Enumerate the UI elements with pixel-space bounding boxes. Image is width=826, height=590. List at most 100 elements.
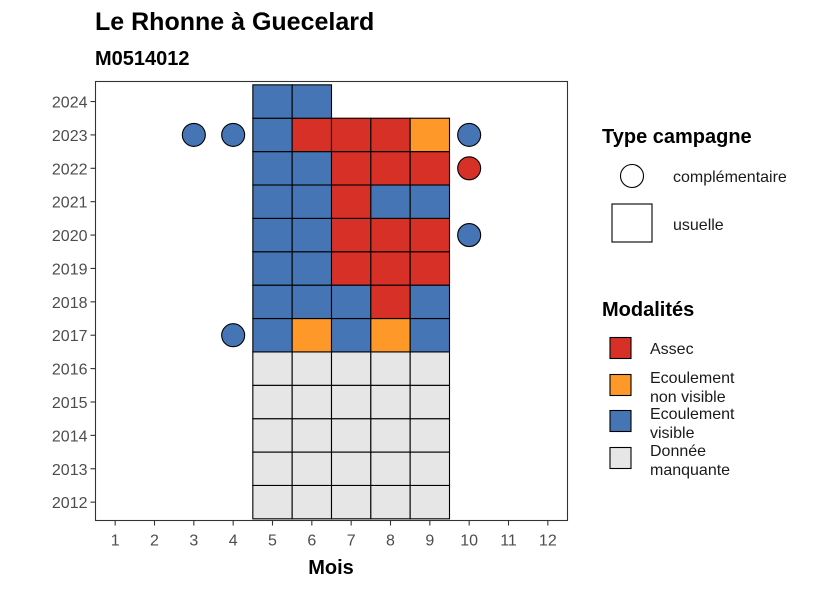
x-tick-label-9: 9 — [425, 533, 434, 550]
x-tick-label-2: 2 — [150, 533, 159, 550]
legend-type-label-complementaire: complémentaire — [673, 169, 787, 186]
cell-2018-5-ecoulement-visible — [252, 284, 293, 320]
legend-swatch-ecoulement-visible — [609, 409, 632, 433]
cell-2020-7-assec — [330, 217, 372, 253]
cell-2014-9-donnee-manquante — [409, 418, 451, 453]
y-tick-label-2021: 2021 — [52, 195, 88, 212]
cell-2012-8-donnee-manquante — [370, 484, 411, 520]
y-tick-label-2024: 2024 — [52, 95, 88, 112]
cell-2015-7-donnee-manquante — [330, 384, 372, 420]
cell-2015-5-donnee-manquante — [252, 384, 293, 420]
cell-2024-6-ecoulement-visible — [291, 84, 333, 119]
x-tick-label-1: 1 — [111, 533, 120, 550]
y-tick-label-2019: 2019 — [52, 261, 88, 278]
cell-2020-9-assec — [409, 217, 451, 253]
legend-square-icon — [611, 203, 653, 243]
cell-2020-5-ecoulement-visible — [252, 217, 293, 253]
x-tick-label-12: 12 — [539, 533, 557, 550]
cell-2013-8-donnee-manquante — [370, 451, 411, 486]
cell-2018-6-ecoulement-visible — [291, 284, 333, 320]
y-tick-label-2012: 2012 — [52, 495, 88, 512]
cell-2023-5-ecoulement-visible — [252, 117, 293, 153]
cell-2018-9-ecoulement-visible — [409, 284, 451, 320]
cell-2022-8-assec — [370, 151, 411, 186]
x-tick-label-10: 10 — [460, 533, 478, 550]
legend-type-label-usuelle: usuelle — [673, 217, 724, 234]
cell-2018-8-assec — [370, 284, 411, 320]
cell-2014-6-donnee-manquante — [291, 418, 333, 453]
cell-2012-6-donnee-manquante — [291, 484, 333, 520]
cell-2021-7-assec — [330, 184, 372, 219]
y-axis: 2012 2013 2014 2015 2016 2017 2018 2019 2020 2021… — [52, 95, 96, 512]
cell-2013-5-donnee-manquante — [252, 451, 293, 486]
cell-2024-5-ecoulement-visible — [252, 84, 293, 119]
cell-2019-8-assec — [370, 251, 411, 286]
cell-2019-7-assec — [330, 251, 372, 286]
cell-2017-9-ecoulement-visible — [409, 317, 451, 353]
legend-modalites-title: Modalités — [602, 299, 694, 321]
y-tick-label-2023: 2023 — [52, 128, 88, 145]
cell-2021-9-ecoulement-visible — [409, 184, 451, 219]
legend-swatch-donnee-manquante — [609, 446, 632, 470]
point-2023-10-ecoulement-visible — [457, 122, 482, 147]
x-axis: 1 2 3 4 5 6 7 8 9 10 11 12 — [111, 520, 557, 550]
cell-2014-8-donnee-manquante — [370, 418, 411, 453]
cell-2014-5-donnee-manquante — [252, 418, 293, 453]
chart-title: Le Rhonne à Guecelard — [95, 8, 374, 36]
legend-label-ecoulement-non-visible-line2: non visible — [650, 389, 726, 406]
cell-2015-8-donnee-manquante — [370, 384, 411, 420]
cell-2017-6-ecoulement-non-visible — [291, 317, 333, 353]
cell-2015-6-donnee-manquante — [291, 384, 333, 420]
y-tick-label-2016: 2016 — [52, 362, 88, 379]
y-tick-label-2015: 2015 — [52, 395, 88, 412]
point-2020-10-ecoulement-visible — [457, 223, 482, 248]
cell-2020-8-assec — [370, 217, 411, 253]
y-tick-label-2022: 2022 — [52, 161, 88, 178]
cell-2022-6-ecoulement-visible — [291, 151, 333, 186]
cell-2014-7-donnee-manquante — [330, 418, 372, 453]
legend-swatch-assec — [609, 336, 632, 360]
cell-2013-7-donnee-manquante — [330, 451, 372, 486]
cell-2020-6-ecoulement-visible — [291, 217, 333, 253]
cell-2017-7-ecoulement-visible — [330, 317, 372, 353]
x-tick-label-7: 7 — [347, 533, 356, 550]
cell-2023-8-assec — [370, 117, 411, 153]
cell-2018-7-ecoulement-visible — [330, 284, 372, 320]
cell-2013-6-donnee-manquante — [291, 451, 333, 486]
point-2017-4-ecoulement-visible — [221, 323, 246, 348]
x-tick-label-11: 11 — [500, 533, 517, 550]
legend-label-ecoulement-visible-line2: visible — [650, 425, 695, 442]
y-tick-label-2020: 2020 — [52, 228, 88, 245]
cell-2019-9-assec — [409, 251, 451, 286]
legend-label-assec: Assec — [650, 341, 694, 358]
cell-2019-6-ecoulement-visible — [291, 251, 333, 286]
y-tick-label-2017: 2017 — [52, 328, 88, 345]
x-tick-label-3: 3 — [189, 533, 198, 550]
cell-2019-5-ecoulement-visible — [252, 251, 293, 286]
legend-type-title: Type campagne — [602, 126, 752, 148]
cell-2022-7-assec — [330, 151, 372, 186]
legend-circle-icon — [619, 163, 645, 189]
cell-2023-6-assec — [291, 117, 333, 153]
cell-2016-5-donnee-manquante — [252, 351, 293, 386]
legend-label-ecoulement-non-visible-line1: Ecoulement — [650, 370, 735, 387]
cell-2012-9-donnee-manquante — [409, 484, 451, 520]
cell-2015-9-donnee-manquante — [409, 384, 451, 420]
plot-panel-border — [94, 80, 569, 522]
x-tick-label-6: 6 — [307, 533, 316, 550]
cell-2016-9-donnee-manquante — [409, 351, 451, 386]
cell-2023-7-assec — [330, 117, 372, 153]
cell-2012-5-donnee-manquante — [252, 484, 293, 520]
cell-2022-5-ecoulement-visible — [252, 151, 293, 186]
chart-subtitle: M0514012 — [95, 48, 190, 70]
x-tick-label-8: 8 — [386, 533, 395, 550]
x-tick-label-5: 5 — [268, 533, 277, 550]
point-2023-4-ecoulement-visible — [221, 122, 246, 147]
x-tick-label-4: 4 — [229, 533, 238, 550]
y-tick-label-2018: 2018 — [52, 295, 88, 312]
point-2023-3-ecoulement-visible — [181, 122, 206, 147]
cell-2021-5-ecoulement-visible — [252, 184, 293, 219]
cell-2012-7-donnee-manquante — [330, 484, 372, 520]
